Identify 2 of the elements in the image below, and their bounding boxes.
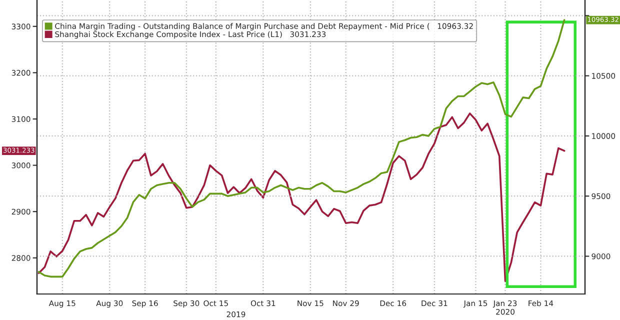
line-series [38, 112, 566, 282]
line-series [38, 19, 566, 278]
